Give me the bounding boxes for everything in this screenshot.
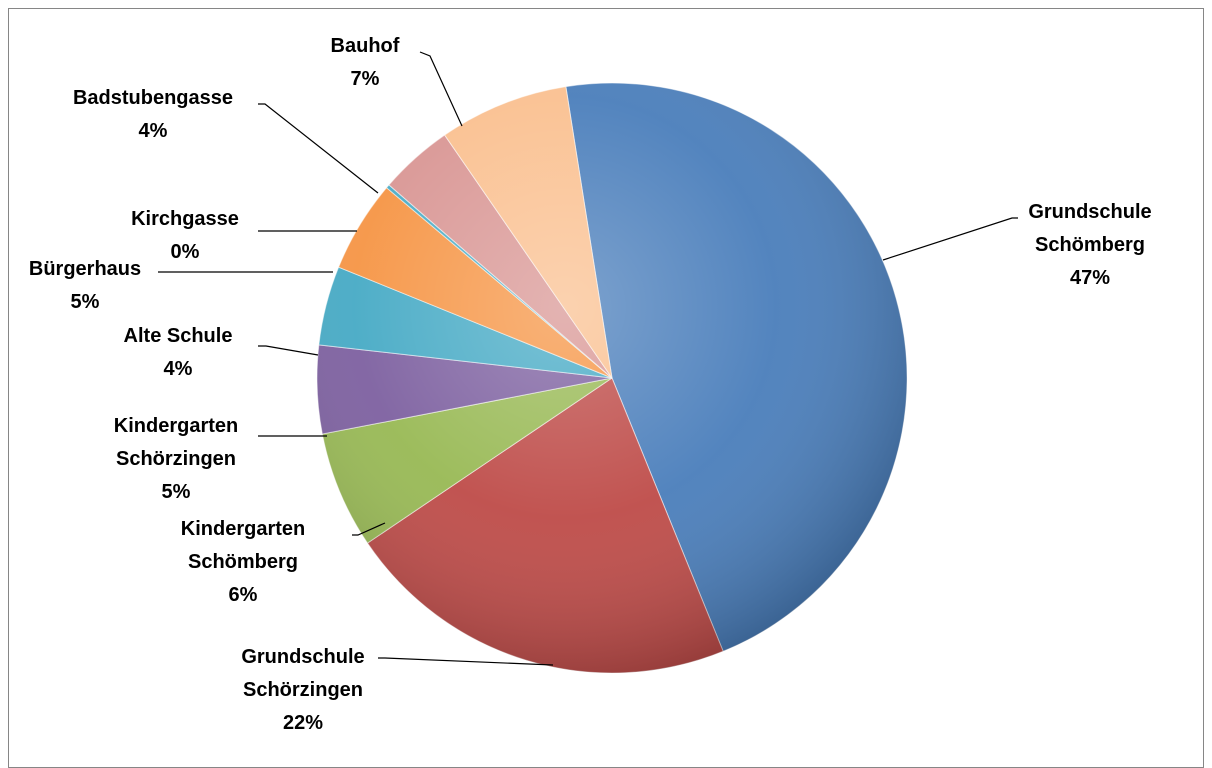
data-label-category: Grundschule: [241, 646, 364, 668]
leader-line-2: [352, 522, 386, 536]
leader-line-0: [882, 217, 1018, 261]
data-label-1: Grundschule Schörzingen 22%: [241, 646, 364, 734]
data-label-percent: 5%: [162, 481, 191, 503]
data-label-0: Grundschule Schömberg 47%: [1028, 201, 1151, 289]
data-label-3: Kindergarten Schörzingen 5%: [114, 415, 238, 503]
data-label-4: Alte Schule 4%: [124, 325, 233, 380]
data-label-percent: 0%: [171, 241, 200, 263]
leader-line-1: [378, 657, 554, 666]
pie-chart: Grundschule Schömberg 47% Grundschule Schörz…: [29, 35, 1152, 734]
leader-line-4: [258, 345, 319, 356]
data-label-percent: 47%: [1070, 267, 1110, 289]
data-label-percent: 6%: [229, 584, 258, 606]
data-label-percent: 22%: [283, 712, 323, 734]
data-label-8: Bauhof 7%: [331, 35, 400, 90]
data-label-category: Grundschule: [1028, 201, 1151, 223]
data-label-category: Schörzingen: [116, 448, 236, 470]
data-label-category: Schömberg: [1035, 234, 1145, 256]
data-label-2: Kindergarten Schömberg 6%: [181, 518, 305, 606]
data-label-percent: 4%: [164, 358, 193, 380]
data-label-category: Kindergarten: [181, 518, 305, 540]
data-label-category: Bürgerhaus: [29, 258, 141, 280]
data-label-category: Bauhof: [331, 35, 400, 57]
data-label-7: Badstubengasse 4%: [73, 87, 233, 142]
data-label-percent: 7%: [351, 68, 380, 90]
data-label-category: Kindergarten: [114, 415, 238, 437]
data-label-category: Kirchgasse: [131, 208, 239, 230]
data-label-5: Bürgerhaus 5%: [29, 258, 141, 313]
data-label-category: Badstubengasse: [73, 87, 233, 109]
leader-line-8: [419, 51, 463, 127]
data-label-percent: 4%: [139, 120, 168, 142]
data-label-category: Schömberg: [188, 551, 298, 573]
data-label-category: Schörzingen: [243, 679, 363, 701]
data-label-6: Kirchgasse 0%: [131, 208, 239, 263]
data-label-category: Alte Schule: [124, 325, 233, 347]
leader-line-7: [258, 103, 379, 194]
data-label-percent: 5%: [71, 291, 100, 313]
